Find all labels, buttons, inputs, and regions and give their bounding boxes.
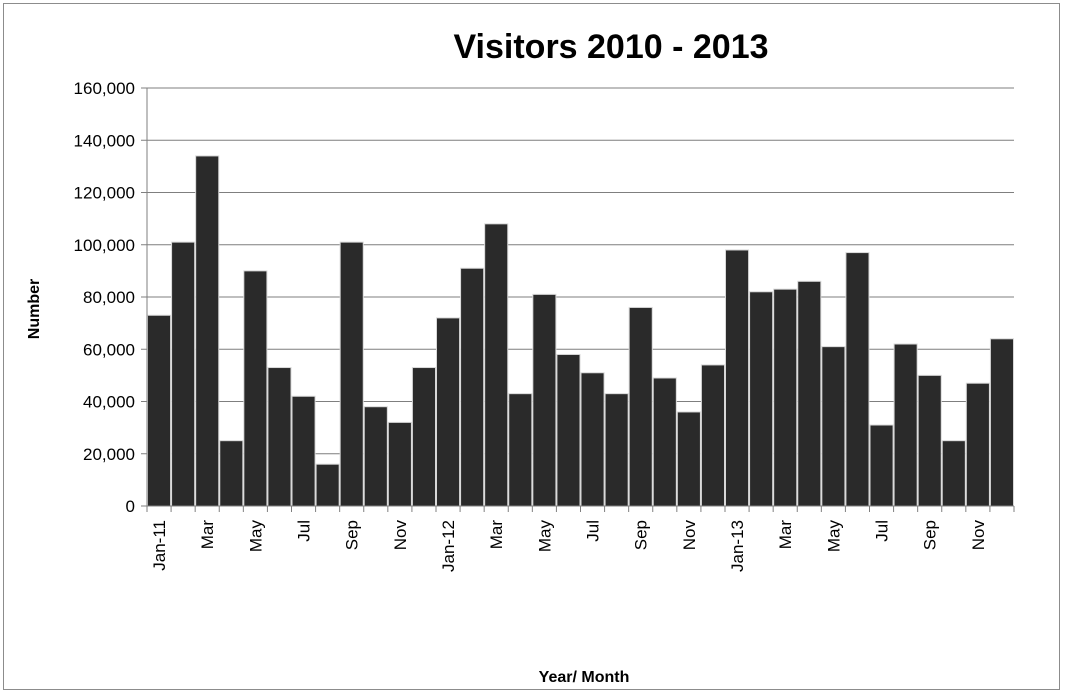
chart-frame: Visitors 2010 - 2013 0 20,000 40,000 60,000… <box>3 3 1060 690</box>
x-tick-label: Nov <box>680 520 699 551</box>
bar <box>604 393 629 507</box>
x-tick-label: Jan-12 <box>439 520 458 572</box>
bar <box>989 338 1015 507</box>
x-tick-label: Jul <box>873 520 892 542</box>
y-axis-title: Number <box>26 279 43 339</box>
bar <box>147 314 172 507</box>
bar <box>797 280 822 507</box>
bar <box>676 411 701 507</box>
y-tick-label: 40,000 <box>83 393 135 412</box>
bar <box>941 440 966 507</box>
x-tick-label: Sep <box>921 520 940 550</box>
bar <box>339 241 364 507</box>
bar <box>532 293 557 507</box>
bar <box>436 317 461 507</box>
x-tick-labels: Jan-11 Mar May Jul Sep Nov Jan-12 Mar May Jul Sep N… <box>150 520 988 572</box>
y-tick-label: 0 <box>126 497 135 516</box>
x-tick-label: Sep <box>632 520 651 550</box>
x-tick-label: Mar <box>487 520 506 550</box>
bar-chart: Visitors 2010 - 2013 0 20,000 40,000 60,000… <box>26 28 1015 686</box>
bar <box>508 393 533 507</box>
y-tick-label: 140,000 <box>74 131 135 150</box>
bar <box>219 440 244 507</box>
bar <box>773 288 798 507</box>
x-tick-label: May <box>535 520 554 553</box>
bar <box>893 343 918 507</box>
y-tick-label: 20,000 <box>83 445 135 464</box>
x-tick-label: Mar <box>198 520 217 550</box>
x-tick-label: Sep <box>343 520 362 550</box>
y-tick-label: 100,000 <box>74 236 135 255</box>
x-axis-title: Year/ Month <box>539 669 630 686</box>
y-tick-label: 120,000 <box>74 184 135 203</box>
x-tick-label: Mar <box>776 520 795 550</box>
bar <box>315 463 340 507</box>
x-tick-label: May <box>824 520 843 553</box>
bar <box>749 291 774 507</box>
x-tick-label: Jan-11 <box>150 520 169 571</box>
bar <box>845 252 870 507</box>
bar <box>243 270 268 507</box>
bar <box>869 424 894 507</box>
y-tick-label: 60,000 <box>83 340 135 359</box>
bar <box>700 364 726 507</box>
bar <box>628 306 653 507</box>
bar <box>652 377 677 507</box>
bar <box>484 223 509 507</box>
x-tick-label: Jul <box>584 520 603 542</box>
bar <box>725 249 750 507</box>
bar <box>171 241 196 507</box>
bar <box>965 382 990 507</box>
bar <box>917 374 942 507</box>
bar <box>195 155 220 507</box>
y-tick-label: 160,000 <box>74 79 135 98</box>
x-tick-label: May <box>246 520 265 553</box>
x-tick-label: Jan-13 <box>728 520 747 572</box>
bar <box>267 367 292 507</box>
axes <box>146 88 1015 512</box>
bar <box>556 353 581 507</box>
bars <box>147 155 1015 507</box>
bar <box>460 267 485 507</box>
x-tick-label: Nov <box>969 520 988 551</box>
x-tick-label: Jul <box>295 520 314 542</box>
y-tick-label: 80,000 <box>83 288 135 307</box>
chart-title: Visitors 2010 - 2013 <box>453 28 768 66</box>
x-tick-label: Nov <box>391 520 410 551</box>
bar <box>387 421 412 507</box>
bar <box>411 367 436 507</box>
bar <box>580 372 605 507</box>
bar <box>363 406 388 507</box>
bar <box>821 346 846 507</box>
y-tick-labels: 0 20,000 40,000 60,000 80,000 100,000 120,000 1… <box>74 79 135 516</box>
bar <box>291 395 316 507</box>
